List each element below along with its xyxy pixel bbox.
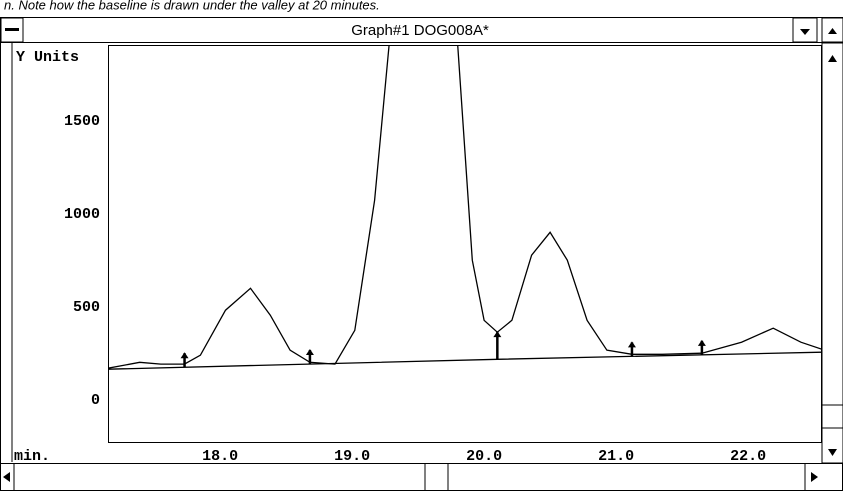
x-tick-label: 20.0 <box>466 448 502 465</box>
x-tick-label: 21.0 <box>598 448 634 465</box>
x-tick-label: 18.0 <box>202 448 238 465</box>
caption: n. Note how the baseline is drawn under … <box>4 0 380 12</box>
vertical-scrollbar[interactable] <box>821 42 843 464</box>
x-tick-label: 19.0 <box>334 448 370 465</box>
y-tick-label: 1500 <box>64 113 100 130</box>
chromatogram-line <box>108 45 822 369</box>
x-axis-label: min. <box>14 448 50 465</box>
scroll-left-arrow[interactable] <box>3 472 10 482</box>
scroll-down-arrow[interactable] <box>828 449 837 456</box>
peak-marker-head <box>627 341 636 348</box>
plot-frame <box>108 45 822 443</box>
x-tick-label: 22.0 <box>730 448 766 465</box>
horizontal-scrollbar[interactable] <box>0 463 843 491</box>
window-frame <box>0 17 843 491</box>
y-tick-label: 0 <box>91 392 100 409</box>
arrow-icon <box>828 28 837 34</box>
y-tick-label: 500 <box>73 299 100 316</box>
scroll-up-arrow[interactable] <box>828 55 837 62</box>
peak-marker-head <box>493 331 502 338</box>
peak-marker-head <box>697 339 706 346</box>
y-tick-label: 1000 <box>64 206 100 223</box>
y-axis-label: Y Units <box>16 49 79 66</box>
peak-marker-head <box>180 352 189 359</box>
plot-area <box>108 45 822 370</box>
scroll-right-arrow[interactable] <box>811 472 818 482</box>
system-menu-icon <box>5 28 19 31</box>
window-title: Graph#1 DOG008A* <box>351 22 489 39</box>
dropdown-icon <box>800 29 810 35</box>
peak-marker-head <box>305 349 314 356</box>
